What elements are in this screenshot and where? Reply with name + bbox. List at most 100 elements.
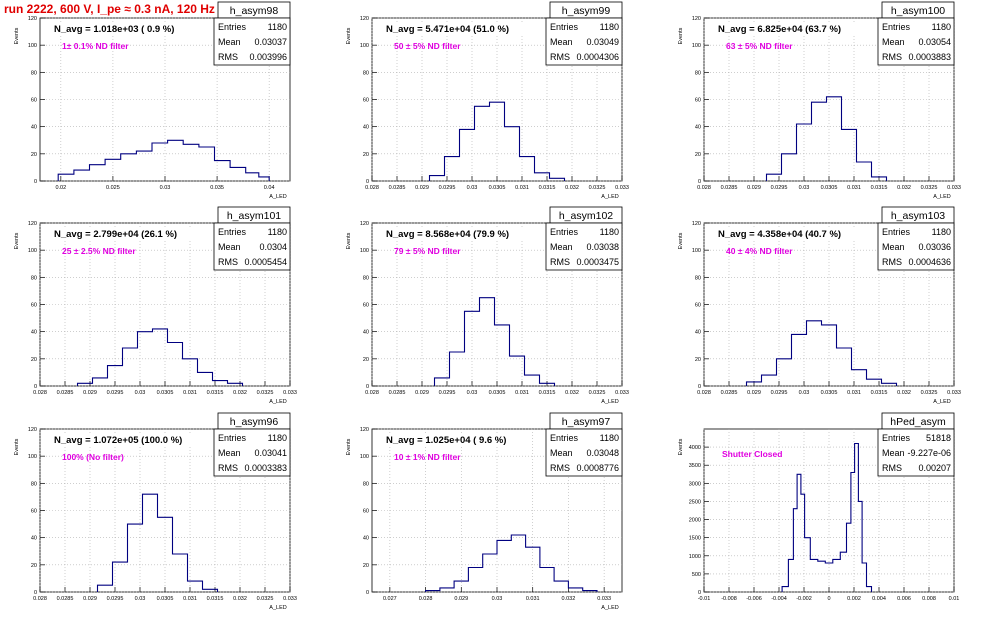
x-tick-label: 0.0315 [871, 390, 888, 396]
stat-value: 0.0304 [259, 242, 287, 252]
y-tick-label: 20 [31, 357, 37, 363]
stat-label: RMS [218, 463, 238, 473]
y-tick-label: 40 [695, 330, 701, 336]
x-tick-label: 0.027 [383, 596, 397, 602]
y-tick-label: 80 [31, 70, 37, 76]
histogram-panel-hPed_asym: -0.01 -0.008 -0.006 -0.004 -0.002 0 0.002 0.004… [678, 412, 960, 602]
x-tick-label: -0.002 [796, 596, 812, 602]
stat-value: 1180 [600, 433, 619, 443]
y-tick-label: 120 [692, 16, 701, 22]
x-tick-label: 0.0325 [589, 185, 606, 191]
header-backdrop [708, 227, 858, 240]
y-tick-label: 0 [698, 590, 701, 596]
y-tick-label: 4000 [689, 445, 701, 451]
x-tick-label: -0.004 [771, 596, 787, 602]
x-tick-label: 0.028 [365, 185, 379, 191]
stat-label: Entries [550, 433, 579, 443]
filter-annotation: 10 ± 1% ND filter [394, 452, 461, 462]
y-tick-label: 60 [31, 98, 37, 104]
filter-annotation: 50 ± 5% ND filter [394, 41, 461, 51]
histogram-name: hPed_asym [890, 416, 946, 428]
stat-label: Entries [550, 227, 579, 237]
y-axis-label: Events [678, 27, 684, 44]
n-avg-header: N_avg = 2.799e+04 (26.1 %) [54, 229, 177, 240]
histogram-name: h_asym103 [891, 210, 945, 222]
n-avg-header: N_avg = 1.072e+05 (100.0 %) [54, 435, 182, 446]
y-tick-label: 60 [363, 98, 369, 104]
stat-label: Entries [218, 22, 247, 32]
x-tick-label: 0.0285 [57, 596, 74, 602]
stat-label: RMS [218, 257, 238, 267]
x-tick-label: 0.029 [747, 390, 761, 396]
x-tick-label: 0.0315 [871, 185, 888, 191]
y-axis-label: Events [678, 438, 684, 455]
x-tick-label: 0.0315 [539, 185, 556, 191]
y-tick-label: 20 [363, 563, 369, 569]
stat-label: Mean [882, 37, 905, 47]
stat-value: 0.03049 [586, 37, 619, 47]
x-tick-label: 0.03 [799, 390, 810, 396]
stat-label: RMS [218, 52, 238, 62]
stat-value: 0.0003475 [576, 257, 619, 267]
y-tick-label: 100 [28, 43, 37, 49]
y-tick-label: 80 [363, 481, 369, 487]
y-axis-label: Events [14, 232, 20, 249]
x-tick-label: -0.008 [721, 596, 737, 602]
y-tick-label: 100 [692, 248, 701, 254]
filter-annotation: 79 ± 5% ND filter [394, 246, 461, 256]
x-tick-label: 0.03 [799, 185, 810, 191]
y-tick-label: 80 [695, 70, 701, 76]
x-tick-label: 0.0295 [107, 596, 124, 602]
filter-annotation: Shutter Closed [722, 449, 782, 459]
y-tick-label: 120 [360, 427, 369, 433]
x-tick-label: 0.028 [697, 185, 711, 191]
y-tick-label: 120 [692, 221, 701, 227]
y-axis-label: Events [346, 27, 352, 44]
x-tick-label: 0.01 [949, 596, 960, 602]
histogram-panel-h_asym99: 0.028 0.0285 0.029 0.0295 0.03 0.0305 0.031 0.0… [346, 1, 629, 200]
n-avg-header: N_avg = 1.025e+04 ( 9.6 %) [386, 435, 506, 446]
histogram-series [433, 297, 556, 386]
x-tick-label: 0.032 [897, 185, 911, 191]
x-tick-label: 0.0315 [207, 390, 224, 396]
stats-box [213, 428, 291, 477]
y-tick-label: 80 [31, 481, 37, 487]
header-backdrop [708, 22, 858, 35]
y-axis-label: Events [346, 438, 352, 455]
x-tick-label: 0.031 [526, 596, 540, 602]
y-tick-label: 0 [366, 590, 369, 596]
y-tick-label: 40 [31, 536, 37, 542]
stat-value: 51818 [926, 433, 951, 443]
stat-value: 0.03038 [586, 242, 619, 252]
x-tick-label: 0.0315 [539, 390, 556, 396]
n-avg-header: N_avg = 1.018e+03 ( 0.9 %) [54, 24, 174, 35]
y-tick-label: 120 [28, 427, 37, 433]
x-tick-label: 0.0285 [389, 390, 406, 396]
y-tick-label: 80 [31, 275, 37, 281]
y-tick-label: 60 [363, 509, 369, 515]
x-tick-label: 0.0305 [489, 390, 506, 396]
stat-label: Entries [882, 433, 911, 443]
x-tick-label: 0.032 [562, 596, 576, 602]
stat-label: Entries [218, 227, 247, 237]
filter-annotation: 40 ± 4% ND filter [726, 246, 793, 256]
y-tick-label: 120 [360, 16, 369, 22]
x-tick-label: 0.033 [947, 185, 961, 191]
stat-label: Mean [550, 448, 573, 458]
y-axis-label: Events [14, 27, 20, 44]
stat-value: 0.00207 [918, 463, 951, 473]
histogram-name: h_asym102 [559, 210, 613, 222]
filter-annotation: 25 ± 2.5% ND filter [62, 246, 136, 256]
y-tick-label: 100 [360, 454, 369, 460]
x-tick-label: 0.0295 [107, 390, 124, 396]
x-tick-label: 0.0295 [771, 185, 788, 191]
x-tick-label: 0.0305 [157, 596, 174, 602]
histogram-name: h_asym101 [227, 210, 281, 222]
histogram-panel-h_asym101: 0.028 0.0285 0.029 0.0295 0.03 0.0305 0.031 0.0… [14, 206, 297, 405]
stats-box [877, 222, 955, 271]
y-tick-label: 40 [363, 330, 369, 336]
x-tick-label: 0.035 [210, 185, 224, 191]
y-tick-label: 60 [31, 303, 37, 309]
y-tick-label: 3000 [689, 481, 701, 487]
x-tick-label: 0.028 [419, 596, 433, 602]
